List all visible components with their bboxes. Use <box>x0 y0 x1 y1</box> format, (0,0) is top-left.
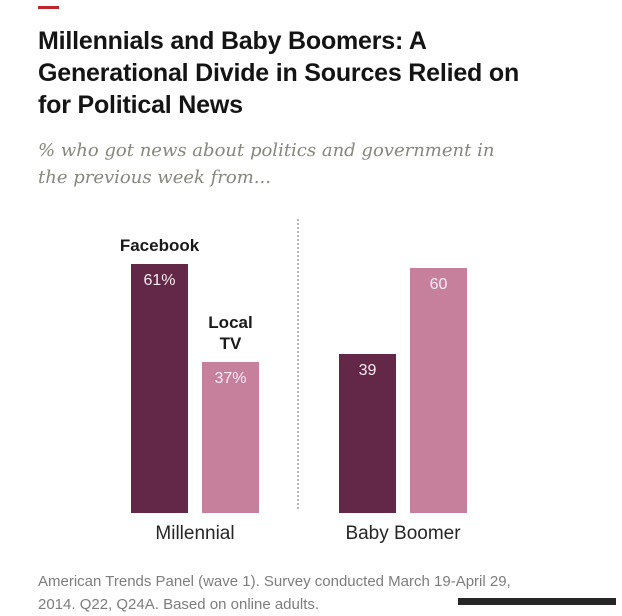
group-divider <box>297 219 299 509</box>
category-label-baby-boomer: Baby Boomer <box>345 523 461 544</box>
bar-chart: Facebook 61% Local TV 37% Millennial <box>38 219 584 545</box>
bottom-accent-bar <box>458 598 616 605</box>
bar-baby-boomer-local-tv: 60 <box>410 268 467 513</box>
chart-subtitle: % who got news about politics and govern… <box>38 140 495 188</box>
series-label-local-tv: Local TV <box>208 312 253 353</box>
series-label-facebook: Facebook <box>119 235 200 255</box>
bar-value-label: 61% <box>143 272 176 289</box>
bar-value-label: 37% <box>214 370 247 387</box>
bar-cluster: Facebook 61% Local TV 37% <box>120 235 259 513</box>
bar-value-label: 60 <box>429 276 448 293</box>
bar-column-local-tv: Local TV 37% <box>202 312 259 513</box>
chart-group-baby-boomer: 39 60 Baby Boomer <box>339 268 467 545</box>
source-footnote: American Trends Panel (wave 1). Survey c… <box>38 573 511 613</box>
bar-millennial-local-tv: 37% <box>202 362 259 513</box>
accent-dash <box>38 6 59 9</box>
bar-value-label: 39 <box>358 362 377 379</box>
bar-column-facebook: Facebook 61% <box>120 235 199 513</box>
chart-group-millennial: Facebook 61% Local TV 37% Millennial <box>120 235 259 545</box>
bar-column-facebook: 39 <box>339 354 396 513</box>
bar-column-local-tv: 60 <box>410 268 467 513</box>
bar-millennial-facebook: 61% <box>131 264 188 513</box>
bar-cluster: 39 60 <box>339 268 467 513</box>
category-label-millennial: Millennial <box>155 523 235 544</box>
page-title: Millennials and Baby Boomers: A Generati… <box>38 27 520 119</box>
bar-baby-boomer-facebook: 39 <box>339 354 396 513</box>
